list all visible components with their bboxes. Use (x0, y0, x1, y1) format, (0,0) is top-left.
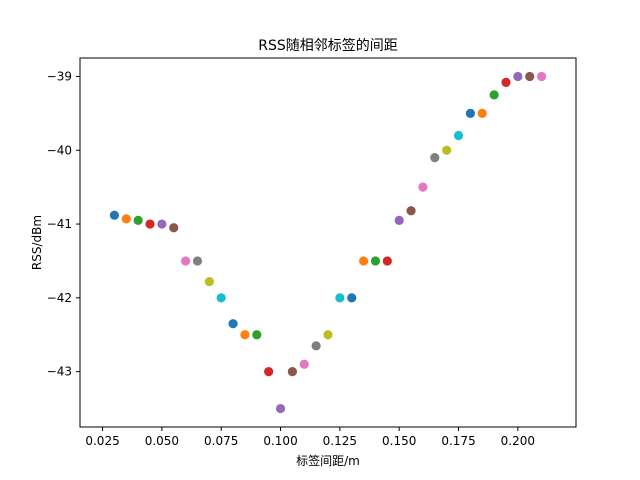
x-tick-label: 0.050 (145, 434, 179, 448)
data-point (394, 215, 404, 225)
x-axis-label: 标签间距/m (296, 453, 360, 468)
data-point (109, 210, 120, 220)
data-point (513, 71, 523, 82)
data-point (264, 367, 274, 377)
y-tick-label: −41 (47, 217, 72, 231)
data-point (287, 367, 298, 377)
x-tick-label: 0.175 (441, 434, 475, 448)
data-point (489, 90, 499, 100)
data-point (204, 277, 214, 287)
plot-frame (79, 57, 577, 428)
data-point (525, 71, 535, 82)
data-point (501, 77, 511, 87)
data-point (121, 214, 131, 224)
chart-title: RSS随相邻标签的间距 (258, 37, 398, 54)
data-point (323, 330, 333, 340)
x-tick-label: 0.025 (85, 434, 119, 448)
data-point (275, 403, 286, 414)
data-points (109, 71, 547, 414)
y-axis-label: RSS/dBm (30, 215, 44, 270)
data-point (240, 330, 250, 340)
data-point (406, 206, 416, 216)
data-point (430, 153, 440, 163)
data-point (299, 359, 309, 369)
data-point (382, 256, 392, 266)
data-point (181, 256, 191, 266)
data-point (347, 293, 357, 303)
y-tick-label: −39 (47, 69, 72, 83)
data-point (145, 219, 155, 229)
x-tick-label: 0.075 (204, 434, 238, 448)
data-point (311, 341, 321, 351)
data-point (228, 319, 238, 329)
data-point (465, 108, 475, 118)
data-point (252, 330, 262, 340)
data-point (169, 223, 179, 233)
data-point (370, 256, 381, 266)
data-point (192, 256, 203, 266)
data-point (442, 145, 452, 155)
data-point (335, 293, 345, 303)
y-tick-label: −43 (47, 365, 72, 379)
y-tick-label: −42 (47, 291, 72, 305)
data-point (536, 71, 547, 82)
x-tick-label: 0.125 (323, 434, 357, 448)
data-point (133, 215, 143, 225)
x-tick-label: 0.200 (501, 434, 535, 448)
data-point (418, 182, 428, 192)
y-tick-label: −40 (47, 143, 72, 157)
data-point (157, 219, 167, 229)
data-point (477, 108, 487, 118)
data-point (216, 293, 226, 303)
data-point (358, 256, 369, 266)
x-tick-label: 0.150 (382, 434, 416, 448)
x-tick-label: 0.100 (263, 434, 297, 448)
data-point (453, 130, 464, 141)
y-axis-ticks: −43 −42 −41 −40 −39 (47, 69, 80, 379)
x-axis-ticks: 0.025 0.050 0.075 0.100 0.125 0.150 0.175 0.200 (85, 427, 535, 448)
